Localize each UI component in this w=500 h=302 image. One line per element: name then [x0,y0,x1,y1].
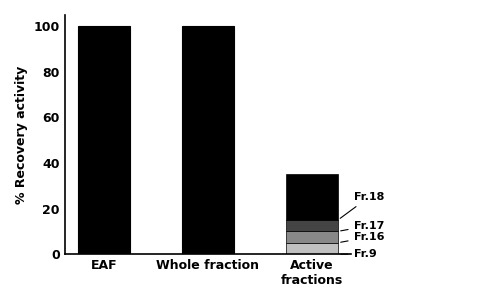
Bar [286,231,338,243]
Bar [286,175,338,220]
Bar [286,220,338,231]
Text: Fr.17: Fr.17 [340,221,384,231]
Bar [286,243,338,254]
Y-axis label: % Recovery activity: % Recovery activity [15,66,28,204]
Bar [182,26,234,254]
Text: Fr.16: Fr.16 [340,232,384,242]
Bar [78,26,130,254]
Text: Fr.18: Fr.18 [340,192,384,218]
Text: Fr.9: Fr.9 [340,249,376,259]
